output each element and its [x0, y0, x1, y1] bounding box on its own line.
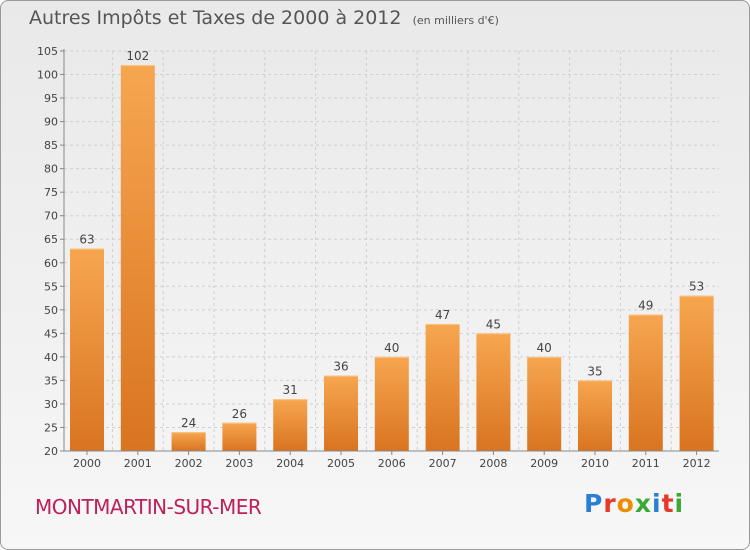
- title-row: Autres Impôts et Taxes de 2000 à 2012 (e…: [29, 7, 499, 29]
- y-tick-label: 100: [37, 69, 58, 82]
- logo-letter: o: [616, 489, 635, 518]
- bar-2002: [171, 432, 206, 451]
- value-label-2007: 47: [435, 308, 450, 322]
- y-tick-label: 30: [44, 398, 58, 411]
- y-tick-label: 70: [44, 210, 58, 223]
- chart-subtitle: (en milliers d'€): [412, 14, 499, 27]
- y-tick-label: 80: [44, 163, 58, 176]
- x-tick-label-2007: 2007: [429, 457, 457, 470]
- x-tick-label-2000: 2000: [73, 457, 101, 470]
- x-tick-label-2005: 2005: [327, 457, 355, 470]
- x-tick-label-2004: 2004: [276, 457, 304, 470]
- y-tick-label: 45: [44, 327, 58, 340]
- value-label-2001: 102: [126, 49, 149, 63]
- bar-2004: [273, 399, 308, 451]
- bar-2012: [679, 295, 714, 451]
- bar-2006: [374, 356, 409, 451]
- x-tick-label-2012: 2012: [683, 457, 711, 470]
- y-tick-label: 40: [44, 351, 58, 364]
- commune-name: MONTMARTIN-SUR-MER: [35, 495, 262, 519]
- value-label-2004: 31: [283, 383, 298, 397]
- value-label-2008: 45: [486, 317, 501, 331]
- logo-letter: i: [652, 489, 662, 518]
- y-tick-label: 25: [44, 421, 58, 434]
- y-tick-label: 65: [44, 233, 58, 246]
- chart-title: Autres Impôts et Taxes de 2000 à 2012: [29, 7, 402, 29]
- x-tick-label-2006: 2006: [378, 457, 406, 470]
- bar-2011: [628, 314, 663, 451]
- y-tick-label: 55: [44, 280, 58, 293]
- y-tick-label: 90: [44, 116, 58, 129]
- bar-2010: [578, 380, 612, 451]
- x-tick-label-2009: 2009: [530, 457, 558, 470]
- bar-2003: [222, 422, 257, 451]
- value-label-2005: 36: [333, 360, 348, 374]
- bar-2008: [476, 333, 511, 451]
- value-label-2009: 40: [537, 341, 552, 355]
- bar-2007: [425, 323, 460, 451]
- value-label-2012: 53: [689, 280, 704, 294]
- y-tick-label: 50: [44, 304, 58, 317]
- axes: 20 25 30 35 40 45 50 55 60 65 70 75 80 85 90 95 100 105 20…: [37, 45, 719, 470]
- y-tick-label: 60: [44, 257, 58, 270]
- proxiti-logo: Proxiti: [584, 489, 684, 518]
- y-tick-label: 75: [44, 186, 58, 199]
- bar-2001: [120, 65, 155, 451]
- x-tick-label-2010: 2010: [581, 457, 609, 470]
- value-label-2000: 63: [79, 233, 94, 247]
- grid-lines: [64, 50, 719, 452]
- logo-letter: x: [634, 489, 652, 518]
- logo-letter: P: [584, 489, 604, 518]
- value-label-2002: 24: [181, 416, 196, 430]
- logo-letter: r: [603, 489, 617, 518]
- y-tick-label: 95: [44, 92, 58, 105]
- value-label-2010: 35: [587, 364, 602, 378]
- x-tick-label-2008: 2008: [479, 457, 507, 470]
- x-tick-label-2011: 2011: [632, 457, 660, 470]
- x-tick-label-2003: 2003: [225, 457, 253, 470]
- x-tick-label-2001: 2001: [124, 457, 152, 470]
- bar-2000: [70, 248, 104, 451]
- y-tick-label: 35: [44, 374, 58, 387]
- logo-letter: t: [661, 489, 675, 518]
- y-tick-label: 20: [44, 445, 58, 458]
- bar-2005: [324, 375, 358, 451]
- logo-letter: i: [674, 489, 685, 518]
- bar-2009: [527, 356, 562, 451]
- bars: 63 102 24 26 31 36 40 47 45 40 35 49 53: [70, 49, 714, 451]
- y-tick-label: 105: [37, 45, 58, 58]
- value-label-2006: 40: [384, 341, 399, 355]
- x-tick-label-2002: 2002: [175, 457, 203, 470]
- y-tick-label: 85: [44, 139, 58, 152]
- value-label-2011: 49: [638, 299, 653, 313]
- value-label-2003: 26: [232, 407, 247, 421]
